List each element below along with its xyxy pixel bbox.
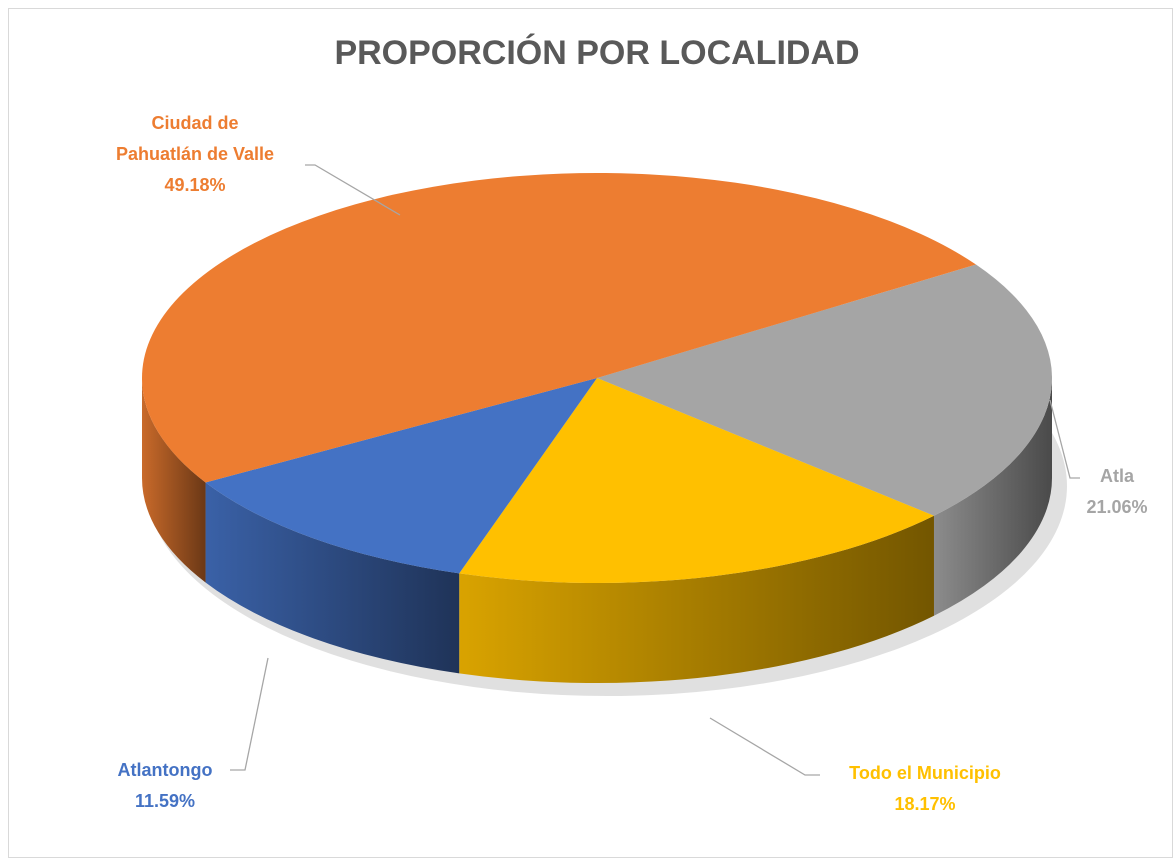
slice [459, 378, 934, 584]
chart-title: PROPORCIÓN POR LOCALIDAD [334, 34, 860, 72]
chart-frame [8, 8, 1173, 858]
slice-side [205, 482, 460, 674]
slice [205, 378, 597, 574]
category-label: Ciudad de Pahuatlán de Valle [115, 113, 275, 164]
category-label: Todo el Municipio [849, 763, 1001, 783]
category-label: Atlantongo [117, 760, 213, 780]
slice-side [459, 515, 934, 683]
value-label: 18.17% [894, 794, 956, 814]
slice-side [142, 378, 206, 583]
leader-line [1049, 399, 1080, 479]
data-label: Todo el Municipio 18.17% [805, 758, 1045, 820]
data-label: Atlantongo 11.59% [95, 755, 235, 817]
value-label: 11.59% [134, 791, 196, 811]
slice-side [933, 378, 1052, 616]
data-label: Ciudad de Pahuatlán de Valle 49.18% [108, 108, 283, 201]
value-label: 21.06% [1086, 497, 1148, 517]
category-label: Atla [1099, 466, 1134, 486]
value-label: 49.18% [164, 175, 226, 195]
slice [597, 264, 1053, 516]
leader-line [709, 717, 820, 776]
data-label: Atla 21.06% [1057, 461, 1175, 523]
leader-line [230, 657, 269, 771]
leader-line [305, 164, 401, 216]
slice [141, 172, 976, 483]
